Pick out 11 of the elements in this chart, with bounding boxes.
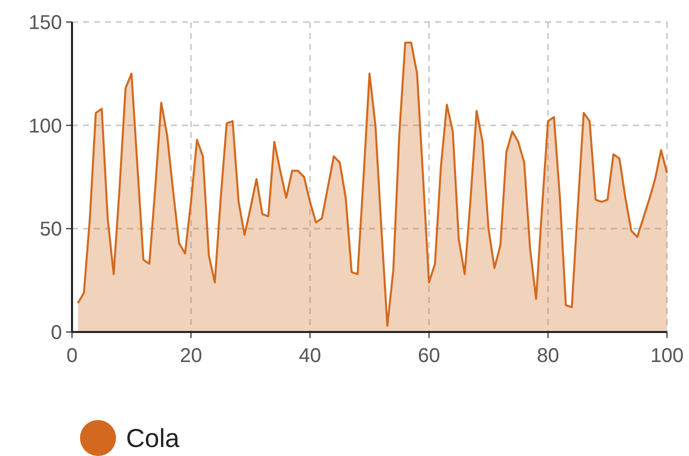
x-tick-label: 80 [536,345,560,367]
y-tick-label: 100 [28,115,62,138]
y-tick-label: 0 [50,322,62,344]
x-tick-label: 100 [650,345,684,367]
y-tick-label: 150 [28,12,62,34]
x-tick-label: 20 [180,345,202,367]
y-tick-label: 50 [40,218,62,241]
x-tick-label: 0 [66,345,78,367]
x-tick-label: 60 [418,345,440,367]
legend-label: Cola [126,423,180,454]
x-tick-label: 40 [298,345,322,367]
